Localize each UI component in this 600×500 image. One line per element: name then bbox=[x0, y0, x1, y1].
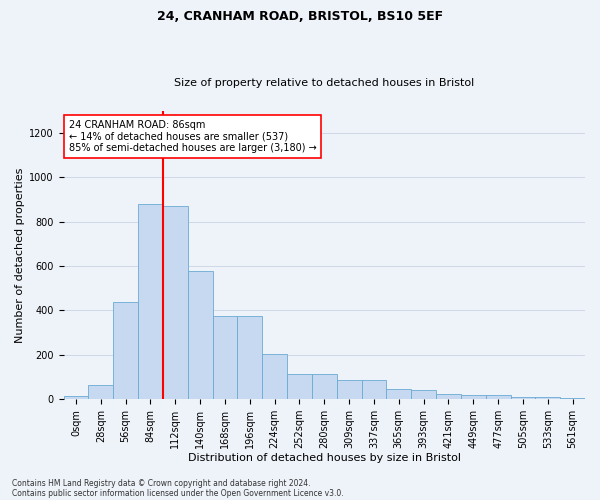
Bar bbox=[436, 394, 461, 399]
Bar bbox=[138, 204, 163, 399]
Bar bbox=[287, 374, 312, 399]
Bar bbox=[238, 316, 262, 399]
Bar bbox=[411, 390, 436, 399]
Bar bbox=[64, 396, 88, 399]
Bar bbox=[88, 384, 113, 399]
Bar bbox=[485, 395, 511, 399]
Bar bbox=[535, 398, 560, 399]
Bar bbox=[113, 302, 138, 399]
Bar bbox=[212, 316, 238, 399]
Text: 24 CRANHAM ROAD: 86sqm
← 14% of detached houses are smaller (537)
85% of semi-de: 24 CRANHAM ROAD: 86sqm ← 14% of detached… bbox=[69, 120, 316, 153]
Bar bbox=[362, 380, 386, 399]
Bar bbox=[511, 397, 535, 399]
Bar bbox=[312, 374, 337, 399]
Bar bbox=[188, 270, 212, 399]
Title: Size of property relative to detached houses in Bristol: Size of property relative to detached ho… bbox=[174, 78, 475, 88]
Y-axis label: Number of detached properties: Number of detached properties bbox=[15, 168, 25, 342]
Bar bbox=[163, 206, 188, 399]
Bar bbox=[262, 354, 287, 399]
Text: Contains public sector information licensed under the Open Government Licence v3: Contains public sector information licen… bbox=[12, 488, 344, 498]
X-axis label: Distribution of detached houses by size in Bristol: Distribution of detached houses by size … bbox=[188, 452, 461, 462]
Bar bbox=[461, 394, 485, 399]
Bar bbox=[337, 380, 362, 399]
Text: Contains HM Land Registry data © Crown copyright and database right 2024.: Contains HM Land Registry data © Crown c… bbox=[12, 478, 311, 488]
Text: 24, CRANHAM ROAD, BRISTOL, BS10 5EF: 24, CRANHAM ROAD, BRISTOL, BS10 5EF bbox=[157, 10, 443, 23]
Bar bbox=[386, 389, 411, 399]
Bar bbox=[560, 398, 585, 399]
